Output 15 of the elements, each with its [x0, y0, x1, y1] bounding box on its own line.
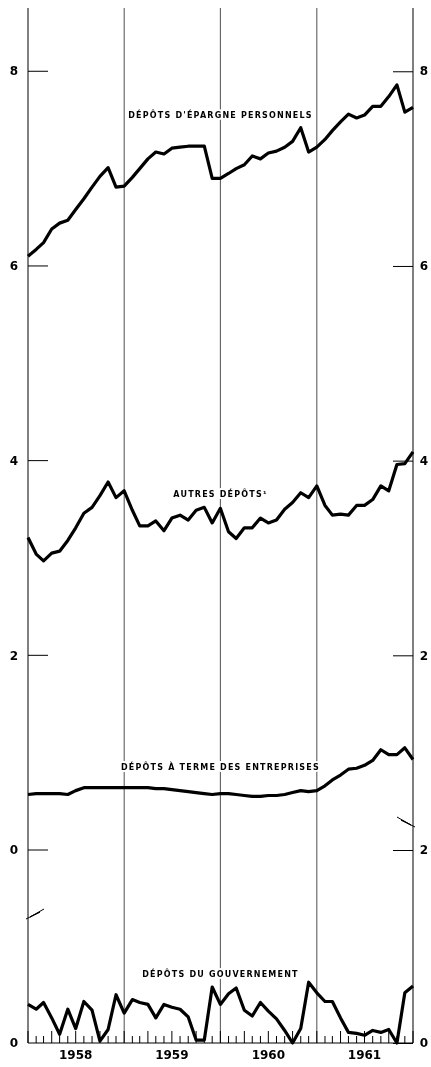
y2-tick-label: 2	[419, 648, 429, 663]
y2-tick-label: 4	[419, 453, 429, 468]
x-tick-label: 1958	[58, 1048, 93, 1062]
x-tick-label: 1961	[347, 1048, 382, 1062]
x-tick-label: 1960	[251, 1048, 286, 1062]
y2-tick-label: 2	[419, 843, 429, 858]
y2-tick-label: 6	[419, 259, 429, 274]
y2-tick-label: 8	[419, 64, 429, 79]
y-tick-label: 8	[9, 64, 19, 79]
y2-tick-label: 0	[419, 1036, 429, 1051]
y-tick-label: 0	[9, 843, 19, 858]
y-tick-label: 2	[9, 648, 19, 663]
x-tick-label: 1959	[155, 1048, 189, 1062]
y-tick-label: 6	[9, 259, 19, 274]
y-tick-label: 4	[9, 453, 19, 468]
